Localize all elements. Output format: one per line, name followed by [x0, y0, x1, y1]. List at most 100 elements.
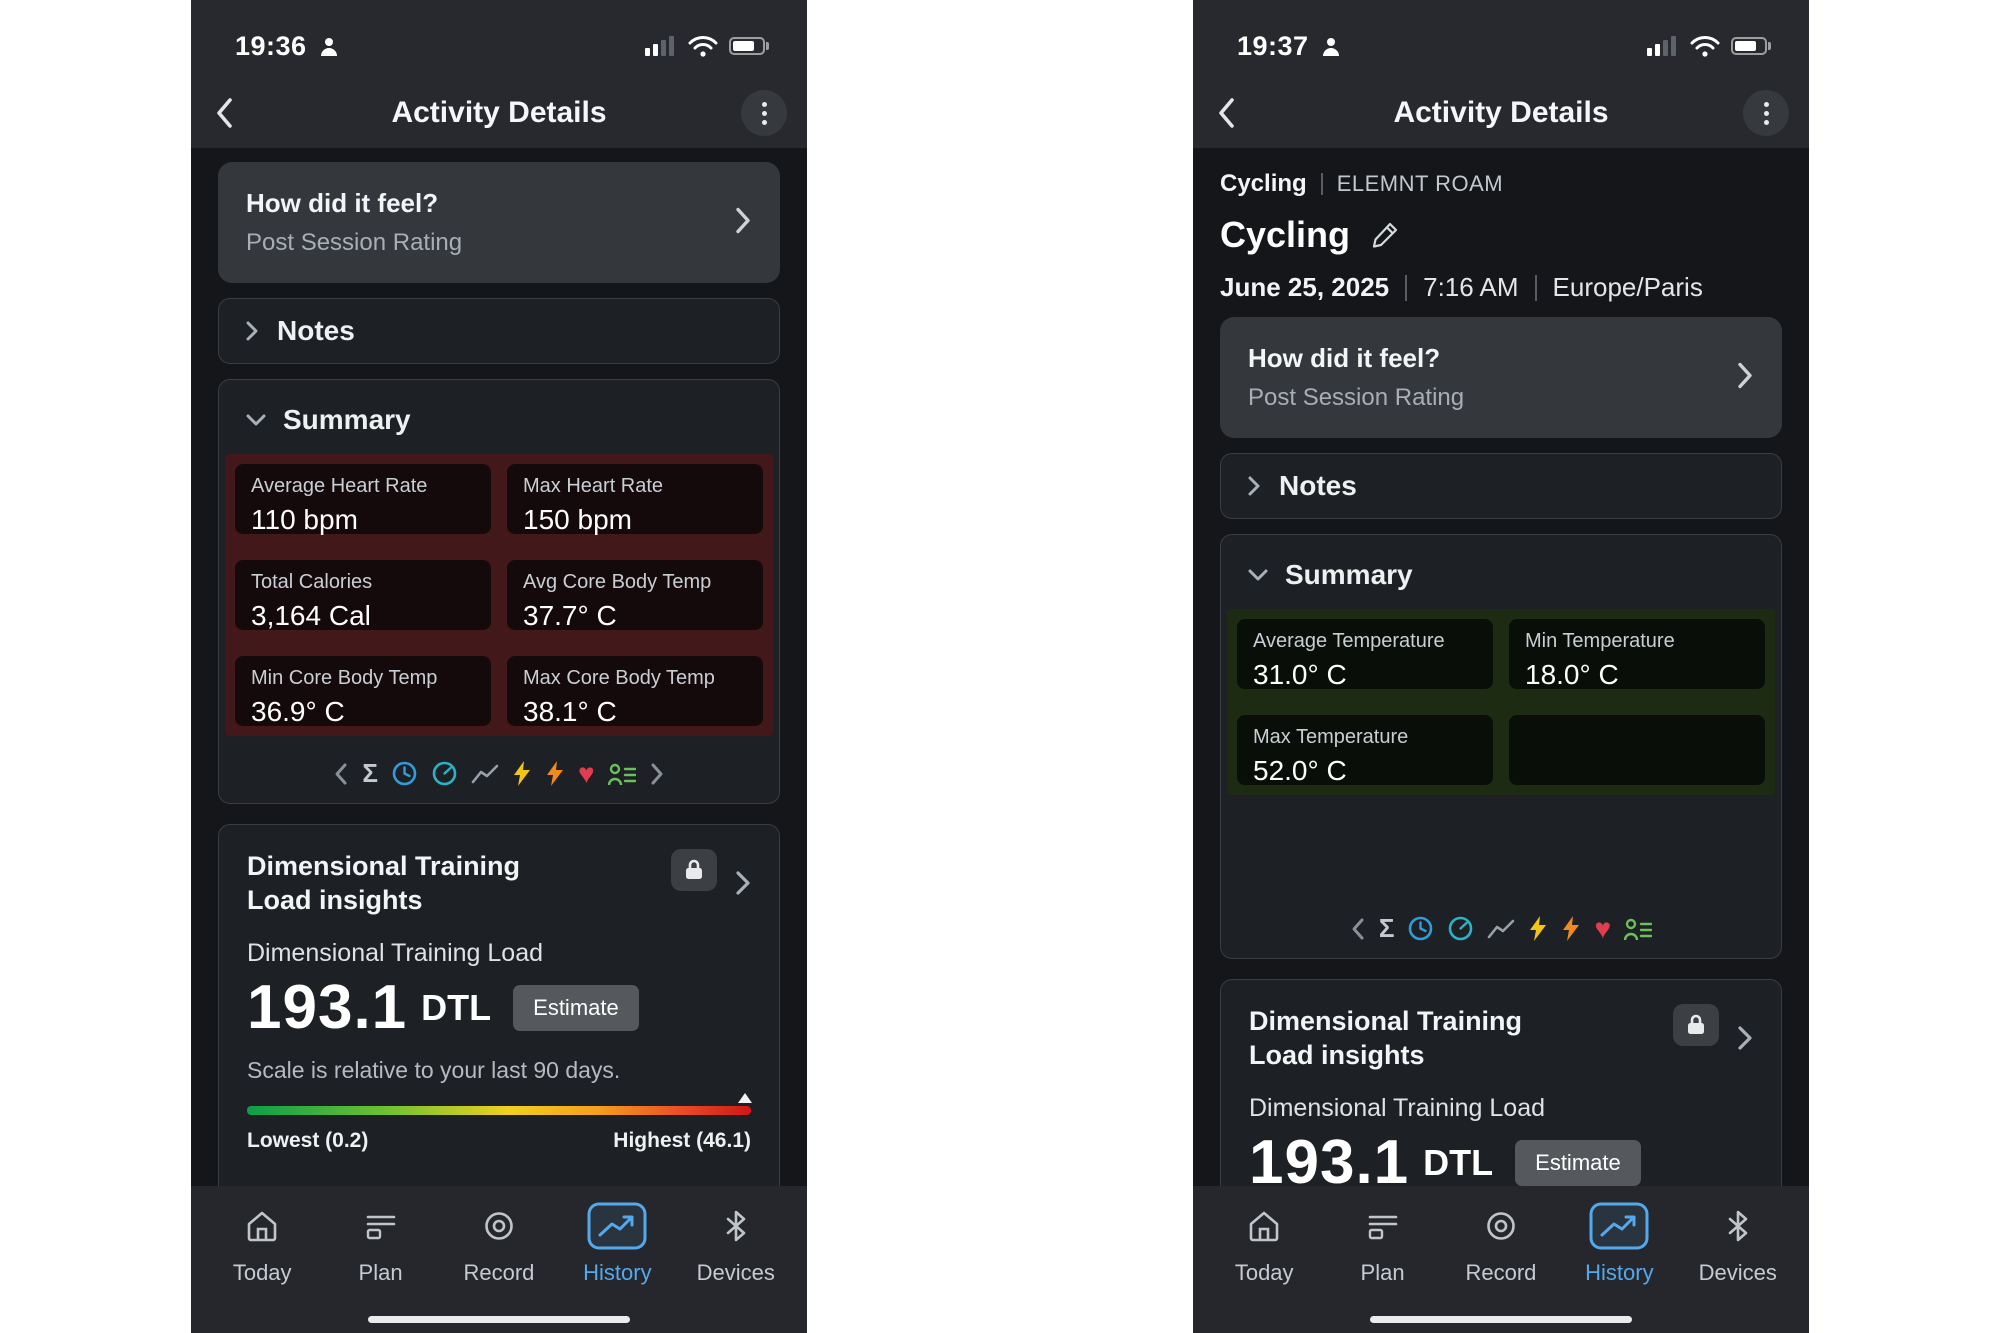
power-bolt-yellow-icon[interactable]: [1528, 915, 1548, 942]
cellular-signal-icon: [645, 36, 674, 56]
metric-value: 38.1° C: [523, 696, 617, 727]
estimate-button[interactable]: Estimate: [1515, 1139, 1641, 1186]
home-indicator: [368, 1316, 630, 1323]
nav-item-record[interactable]: Record: [443, 1200, 555, 1333]
back-button[interactable]: [1215, 95, 1239, 131]
power-bolt-orange-icon[interactable]: [1561, 915, 1581, 942]
nav-item-devices[interactable]: Devices: [680, 1200, 792, 1333]
history-chart-icon: [1588, 1200, 1650, 1252]
metric-tile: Max Core Body Temp 38.1° C: [507, 656, 763, 727]
post-session-rating-card[interactable]: How did it feel? Post Session Rating: [218, 162, 780, 283]
activity-title: Cycling: [1220, 214, 1351, 255]
page-title: Activity Details: [391, 96, 607, 129]
dtl-metric-label: Dimensional Training Load: [247, 939, 544, 967]
notes-label: Notes: [1279, 470, 1357, 501]
overflow-menu-button[interactable]: [1743, 90, 1789, 136]
metric-label: Average Heart Rate: [251, 475, 428, 497]
top-bar: 19:36 Activity Details: [191, 0, 807, 148]
chevron-right-icon: [734, 205, 752, 240]
nav-item-plan[interactable]: Plan: [325, 1200, 437, 1333]
edit-title-button[interactable]: [1370, 220, 1400, 250]
overflow-menu-button[interactable]: [741, 90, 787, 136]
nav-item-plan[interactable]: Plan: [1327, 1200, 1439, 1333]
estimate-button[interactable]: Estimate: [513, 984, 639, 1031]
user-icon: [1322, 38, 1339, 56]
heart-page-icon[interactable]: ♥: [577, 757, 595, 789]
heart-page-icon[interactable]: ♥: [1594, 912, 1612, 944]
cellular-signal-icon: [1647, 36, 1676, 56]
clock-page-icon[interactable]: [1407, 915, 1434, 942]
chevron-right-icon: [1738, 1026, 1752, 1050]
summary-label: Summary: [1285, 559, 1413, 590]
summary-pager: Σ ♥: [1221, 897, 1781, 958]
nav-label: Record: [463, 1260, 535, 1285]
battery-icon: [729, 37, 769, 55]
notes-section[interactable]: Notes: [218, 298, 780, 364]
chevron-right-icon: [1736, 360, 1754, 395]
sigma-summary-page-icon[interactable]: Σ: [362, 758, 378, 788]
metric-label: Min Temperature: [1525, 630, 1675, 652]
pager-prev-icon[interactable]: [333, 762, 349, 786]
plan-icon: [364, 1200, 398, 1252]
metric-tile: Min Temperature 18.0° C: [1509, 619, 1765, 690]
scale-marker-icon: [738, 1093, 752, 1103]
athlete-page-icon[interactable]: [1624, 916, 1653, 942]
nav-item-record[interactable]: Record: [1445, 1200, 1557, 1333]
power-bolt-yellow-icon[interactable]: [512, 760, 532, 787]
notes-section[interactable]: Notes: [1220, 453, 1782, 519]
dtl-scale-note: Scale is relative to your last 90 days.: [247, 1057, 621, 1083]
nav-label: Today: [1234, 1260, 1294, 1285]
activity-device: ELEMNT ROAM: [1336, 171, 1504, 196]
nav-item-today[interactable]: Today: [206, 1200, 318, 1333]
metric-label: Average Temperature: [1253, 630, 1445, 652]
gauge-page-icon[interactable]: [431, 760, 458, 787]
battery-icon: [1731, 37, 1771, 55]
post-session-rating-card[interactable]: How did it feel? Post Session Rating: [1220, 317, 1782, 438]
divider: [1320, 173, 1323, 195]
dtl-title: Dimensional Training Load insights: [1249, 1006, 1523, 1070]
clock-page-icon[interactable]: [391, 760, 418, 787]
dtl-value: 193.1: [1249, 1128, 1410, 1197]
nav-item-history[interactable]: History: [1563, 1200, 1675, 1333]
nav-item-history[interactable]: History: [561, 1200, 673, 1333]
metric-value: 3,164 Cal: [251, 600, 371, 631]
header: Activity Details: [1193, 78, 1809, 148]
pager-prev-icon[interactable]: [1350, 917, 1366, 941]
activity-meta: Cycling ELEMNT ROAM Cycling June 25, 202…: [1220, 148, 1782, 303]
chart-page-icon[interactable]: [471, 762, 499, 786]
phone-left: 19:36 Activity Details How did it feel? …: [191, 0, 807, 1333]
sigma-summary-page-icon[interactable]: Σ: [1378, 913, 1395, 943]
status-time: 19:36: [235, 30, 307, 61]
dtl-detail-button[interactable]: [1737, 1025, 1753, 1051]
metric-label: Avg Core Body Temp: [523, 571, 712, 593]
status-bar: 19:37: [1193, 0, 1809, 78]
summary-header[interactable]: Summary: [1221, 535, 1781, 609]
metric-tile: Min Core Body Temp 36.9° C: [235, 656, 491, 727]
status-time: 19:37: [1237, 30, 1309, 61]
nav-label: Plan: [358, 1260, 403, 1285]
history-chart-icon: [586, 1200, 648, 1252]
content-left: How did it feel? Post Session Rating Not…: [191, 162, 807, 1254]
chevron-down-icon: [246, 414, 266, 426]
nav-label: History: [1585, 1260, 1654, 1285]
summary-header[interactable]: Summary: [219, 380, 779, 454]
metric-value: 37.7° C: [523, 600, 617, 631]
pager-next-icon[interactable]: [649, 762, 665, 786]
back-button[interactable]: [213, 95, 237, 131]
lock-button[interactable]: [1673, 1004, 1719, 1046]
lock-icon: [686, 859, 702, 879]
dtl-value: 193.1: [247, 973, 408, 1042]
dtl-lowest-label: Lowest (0.2): [247, 1129, 369, 1152]
feel-card-title: How did it feel?: [246, 188, 439, 218]
nav-item-devices[interactable]: Devices: [1682, 1200, 1794, 1333]
dtl-highest-label: Highest (46.1): [613, 1129, 751, 1152]
power-bolt-orange-icon[interactable]: [545, 760, 565, 787]
gauge-page-icon[interactable]: [1447, 915, 1474, 942]
lock-button[interactable]: [671, 849, 717, 891]
nav-item-today[interactable]: Today: [1208, 1200, 1320, 1333]
chart-page-icon[interactable]: [1487, 917, 1515, 941]
top-bar: 19:37 Activity Details: [1193, 0, 1809, 148]
chevron-right-icon: [246, 321, 258, 341]
dtl-detail-button[interactable]: [735, 870, 751, 896]
athlete-page-icon[interactable]: [607, 761, 636, 787]
